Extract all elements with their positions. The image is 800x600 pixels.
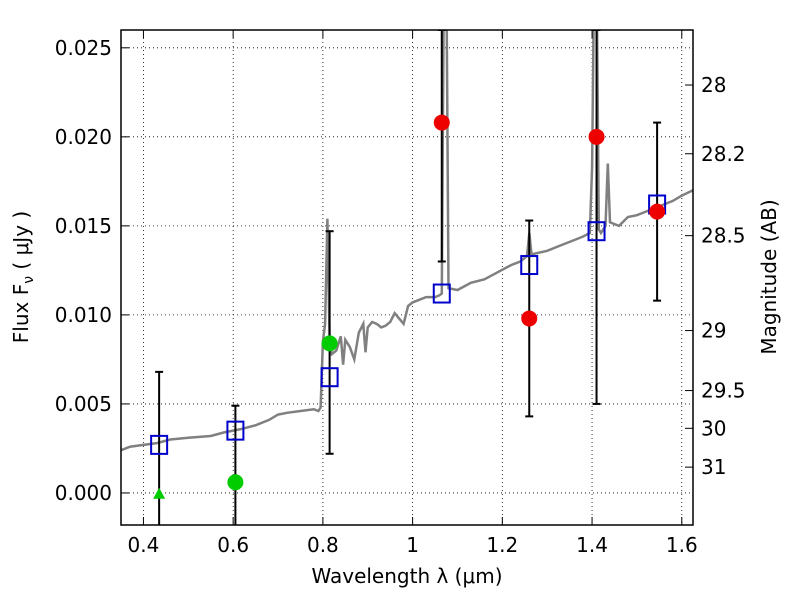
y-axis-label: Flux Fν ( μJy ): [9, 211, 37, 343]
model-spectrum-line: [121, 30, 693, 452]
axis-ticks: 0.4 0.6 0.8 1 1.2 1.4 1.6 0.000 0.005 0.010 0.015 0…: [55, 30, 746, 557]
y-tick-label: 0.020: [55, 125, 112, 149]
x-tick-label: 0.4: [128, 533, 160, 557]
x-tick-label: 1: [406, 533, 419, 557]
right-axis-label: Magnitude (AB): [757, 199, 781, 354]
observed-upper-limit-triangle: [153, 487, 166, 499]
y-tick-label: 0.005: [55, 392, 112, 416]
observed-point: [588, 128, 605, 145]
model-photometry-square: [520, 255, 539, 276]
observed-point: [433, 114, 450, 131]
model-photometry-square: [432, 283, 451, 304]
right-tick-label: 31: [701, 455, 726, 479]
x-tick-label: 0.8: [307, 533, 339, 557]
model-photometry-square: [150, 434, 169, 455]
right-tick-label: 28.5: [701, 224, 746, 248]
y-tick-label: 0.010: [55, 303, 112, 327]
y-tick-label: 0.015: [55, 214, 112, 238]
grid: [121, 30, 693, 525]
observed-point: [227, 474, 244, 491]
model-photometry-square: [587, 221, 606, 242]
y-tick-label: 0.000: [55, 481, 112, 505]
x-tick-label: 1.2: [486, 533, 518, 557]
x-tick-label: 0.6: [217, 533, 249, 557]
model-photometry-points: [150, 194, 667, 455]
observed-point: [321, 335, 338, 352]
observed-point: [521, 310, 538, 327]
model-photometry-square: [226, 420, 245, 441]
right-tick-label: 29.5: [701, 379, 746, 403]
error-bars: [155, 30, 662, 525]
y-tick-label: 0.025: [55, 36, 112, 60]
observed-point: [649, 203, 666, 220]
right-tick-label: 30: [701, 416, 726, 440]
plot-area: [121, 30, 693, 525]
x-axis-label: Wavelength λ (μm): [311, 564, 502, 588]
observed-points: [153, 114, 666, 499]
right-tick-label: 28: [701, 73, 726, 97]
x-tick-label: 1.4: [576, 533, 608, 557]
x-tick-label: 1.6: [666, 533, 698, 557]
plot-frame: [120, 29, 694, 526]
model-photometry-square: [320, 367, 339, 388]
right-tick-label: 29: [701, 319, 726, 343]
right-tick-label: 28.2: [701, 142, 746, 166]
